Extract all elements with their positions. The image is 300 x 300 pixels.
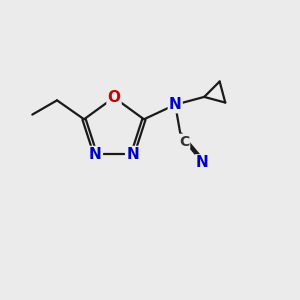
Text: N: N <box>89 147 102 162</box>
Text: N: N <box>169 97 182 112</box>
Text: N: N <box>126 147 139 162</box>
Text: N: N <box>196 155 208 170</box>
Text: C: C <box>179 135 189 149</box>
Text: O: O <box>107 90 121 105</box>
